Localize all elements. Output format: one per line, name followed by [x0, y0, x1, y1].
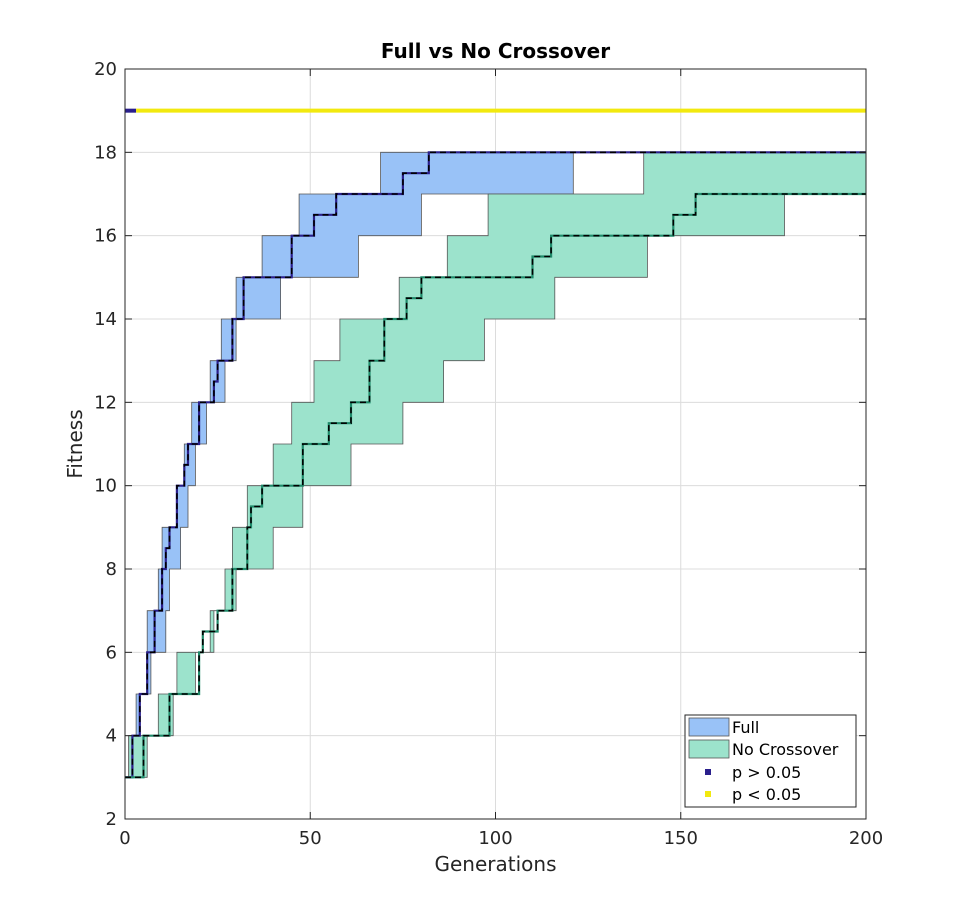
y-tick-label: 8	[106, 559, 117, 580]
median-line-dashed-0	[125, 151, 866, 779]
x-axis-title: Generations	[435, 852, 557, 876]
y-tick-label: 12	[94, 392, 117, 413]
legend-label: p < 0.05	[732, 785, 801, 804]
legend-swatch	[688, 717, 730, 737]
legend-marker	[705, 769, 711, 775]
x-tick-label: 200	[849, 828, 883, 849]
median-line-dashed-1	[125, 193, 866, 779]
legend-swatch	[688, 739, 730, 759]
chart-title: Full vs No Crossover	[381, 39, 610, 63]
x-tick-label: 100	[478, 828, 512, 849]
legend-marker	[705, 791, 711, 797]
x-tick-label: 50	[299, 828, 322, 849]
axes: 0 50 100 150 200 2 4 6 8 10 12 14 16 18 20	[94, 59, 883, 849]
legend-label: p > 0.05	[732, 763, 801, 782]
y-tick-label: 14	[94, 309, 117, 330]
median-lines	[125, 151, 866, 779]
legend-label: No Crossover	[732, 740, 839, 759]
x-tick-label: 0	[119, 828, 130, 849]
y-axis-title: Fitness	[63, 409, 87, 478]
y-tick-label: 4	[106, 726, 117, 747]
y-tick-label: 18	[94, 142, 117, 163]
legend: Full No Crossover p > 0.05 p < 0.05	[684, 714, 857, 808]
y-tick-label: 2	[106, 809, 117, 830]
y-tick-label: 16	[94, 226, 117, 247]
y-tick-label: 20	[94, 59, 117, 80]
x-tick-label: 150	[664, 828, 698, 849]
legend-label: Full	[732, 718, 759, 737]
y-tick-label: 6	[106, 642, 117, 663]
y-tick-label: 10	[94, 476, 117, 497]
